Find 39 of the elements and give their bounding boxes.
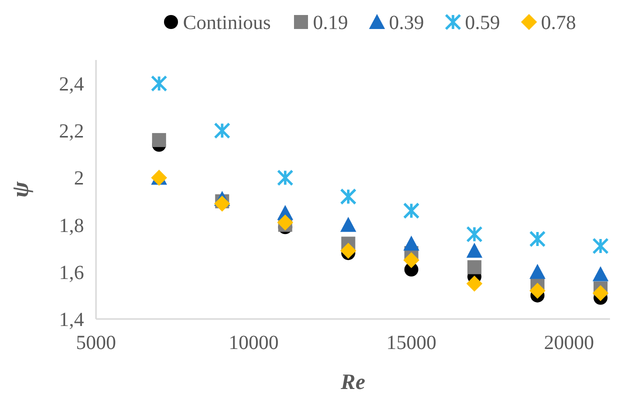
- point: [466, 226, 483, 242]
- point: [277, 214, 294, 230]
- point: [592, 285, 609, 302]
- point: [466, 276, 482, 292]
- legend-label: 0.39: [389, 12, 424, 34]
- y-tick-label: 1,4: [59, 309, 84, 331]
- legend-label: 0.59: [465, 12, 500, 34]
- point: [152, 133, 166, 148]
- point: [592, 266, 609, 282]
- legend-label: 0.78: [541, 12, 576, 34]
- point: [214, 196, 230, 212]
- x-tick-label: 5000: [76, 332, 116, 354]
- point: [467, 260, 482, 274]
- point: [529, 230, 546, 248]
- legend-label: 0.19: [313, 12, 348, 34]
- y-tick-label: 2: [74, 168, 84, 190]
- point: [466, 242, 482, 258]
- y-tick-label: 1,8: [59, 214, 84, 237]
- point: [340, 188, 357, 205]
- x-tick-label: 20000: [544, 332, 594, 354]
- point: [340, 242, 356, 259]
- point: [592, 238, 609, 254]
- x-tick-label: 10000: [228, 332, 279, 354]
- point: [150, 75, 168, 92]
- point: [214, 122, 230, 139]
- point: [403, 236, 420, 251]
- point: [529, 282, 546, 299]
- point: [403, 202, 420, 219]
- point: [529, 264, 546, 279]
- point: [340, 216, 356, 232]
- y-axis-title: ψ: [8, 180, 34, 198]
- point: [276, 169, 294, 186]
- point: [403, 252, 420, 268]
- y-tick-label: 2,2: [59, 120, 84, 143]
- y-tick-label: 1,6: [59, 262, 84, 284]
- x-axis-title: Re: [340, 369, 366, 394]
- x-tick-label: 15000: [386, 332, 436, 354]
- legend-label: Continious: [183, 12, 272, 34]
- y-tick-label: 2,4: [59, 74, 84, 96]
